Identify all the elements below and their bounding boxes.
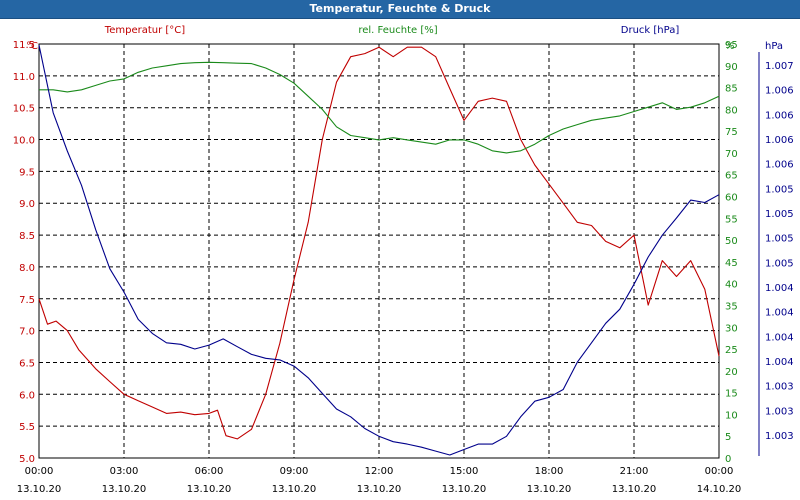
press-axis-title: Druck [hPa] xyxy=(621,25,680,36)
press-tick-label: 1.004 xyxy=(765,283,794,294)
hum-tick-label: 20 xyxy=(725,367,738,378)
x-tick-date: 14.10.20 xyxy=(697,484,742,495)
chart-area: Temperatur [°C] °C rel. Feuchte [%] % Dr… xyxy=(0,19,800,500)
chart-title: Temperatur, Feuchte & Druck xyxy=(309,2,491,15)
hum-tick-label: 75 xyxy=(725,127,738,138)
press-tick-label: 1.006 xyxy=(765,86,794,97)
hum-tick-label: 15 xyxy=(725,389,738,400)
x-tick-date: 13.10.20 xyxy=(17,484,62,495)
hum-tick-label: 50 xyxy=(725,236,738,247)
hum-tick-label: 55 xyxy=(725,214,738,225)
x-tick-time: 12:00 xyxy=(365,466,394,477)
x-tick-date: 13.10.20 xyxy=(102,484,147,495)
temp-tick-label: 9.0 xyxy=(19,199,35,210)
chart-background xyxy=(0,19,800,500)
hum-tick-label: 70 xyxy=(725,149,738,160)
tick-labels: 11.5 11.0 10.5 10.0 9.5 9.0 8.5 8.0 7.5 7.0 6.5 6.0… xyxy=(13,40,794,495)
x-tick-time: 03:00 xyxy=(110,466,139,477)
hum-tick-label: 40 xyxy=(725,280,738,291)
hum-tick-label: 25 xyxy=(725,345,738,356)
x-tick-time: 00:00 xyxy=(705,466,734,477)
hum-axis-unit: % xyxy=(725,41,735,52)
press-tick-label: 1.006 xyxy=(765,160,794,171)
hum-tick-label: 0 xyxy=(725,454,731,465)
x-tick-date: 13.10.20 xyxy=(357,484,402,495)
series-layer xyxy=(38,44,720,456)
press-axis-unit: hPa xyxy=(765,41,783,52)
temp-tick-label: 9.5 xyxy=(19,167,35,178)
x-tick-date: 13.10.20 xyxy=(442,484,487,495)
temp-tick-label: 5.5 xyxy=(19,422,35,433)
press-tick-label: 1.003 xyxy=(765,431,794,442)
temperature-line xyxy=(38,46,720,440)
x-tick-date: 13.10.20 xyxy=(527,484,572,495)
press-tick-label: 1.006 xyxy=(765,110,794,121)
press-tick-label: 1.004 xyxy=(765,357,794,368)
axis-labels: Temperatur [°C] °C rel. Feuchte [%] % Dr… xyxy=(26,25,783,52)
temp-tick-label: 8.0 xyxy=(19,263,35,274)
hum-axis-title: rel. Feuchte [%] xyxy=(358,25,437,36)
temp-tick-label: 5.0 xyxy=(19,454,35,465)
x-tick-time: 15:00 xyxy=(450,466,479,477)
temp-tick-label: 7.5 xyxy=(19,295,35,306)
temp-tick-label: 7.0 xyxy=(19,327,35,338)
temp-tick-label: 6.0 xyxy=(19,390,35,401)
temp-axis-title: Temperatur [°C] xyxy=(104,25,185,36)
hum-tick-label: 85 xyxy=(725,84,738,95)
hum-tick-label: 5 xyxy=(725,432,731,443)
press-tick-label: 1.005 xyxy=(765,258,794,269)
temp-tick-label: 6.5 xyxy=(19,358,35,369)
hum-tick-label: 90 xyxy=(725,62,738,73)
temp-tick-label: 10.0 xyxy=(13,136,35,147)
plot-border xyxy=(38,43,720,459)
press-tick-label: 1.006 xyxy=(765,135,794,146)
x-tick-time: 09:00 xyxy=(280,466,309,477)
pressure-line xyxy=(38,44,720,456)
hum-tick-label: 80 xyxy=(725,105,738,116)
plot-frame xyxy=(38,43,760,459)
hum-tick-label: 30 xyxy=(725,323,738,334)
temp-tick-label: 10.5 xyxy=(13,104,35,115)
x-tick-date: 13.10.20 xyxy=(187,484,232,495)
hum-tick-label: 35 xyxy=(725,301,738,312)
x-tick-time: 18:00 xyxy=(535,466,564,477)
grid xyxy=(39,44,719,458)
press-tick-label: 1.005 xyxy=(765,234,794,245)
temp-tick-label: 11.5 xyxy=(13,40,35,51)
x-tick-time: 06:00 xyxy=(195,466,224,477)
press-tick-label: 1.003 xyxy=(765,406,794,417)
hum-tick-label: 60 xyxy=(725,193,738,204)
temp-tick-label: 8.5 xyxy=(19,231,35,242)
hum-tick-label: 10 xyxy=(725,410,738,421)
press-tick-label: 1.005 xyxy=(765,209,794,220)
temp-tick-label: 11.0 xyxy=(13,72,35,83)
humidity-line xyxy=(39,61,720,154)
press-tick-label: 1.007 xyxy=(765,61,794,72)
x-tick-time: 00:00 xyxy=(25,466,54,477)
press-tick-label: 1.003 xyxy=(765,382,794,393)
x-tick-time: 21:00 xyxy=(620,466,649,477)
hum-tick-label: 95 xyxy=(725,40,738,51)
hum-tick-label: 65 xyxy=(725,171,738,182)
press-tick-label: 1.004 xyxy=(765,308,794,319)
temp-axis-unit: °C xyxy=(26,41,38,52)
x-tick-date: 13.10.20 xyxy=(612,484,657,495)
press-tick-label: 1.004 xyxy=(765,332,794,343)
chart-title-bar: Temperatur, Feuchte & Druck xyxy=(0,0,800,19)
press-tick-label: 1.005 xyxy=(765,184,794,195)
x-tick-date: 13.10.20 xyxy=(272,484,317,495)
hum-tick-label: 45 xyxy=(725,258,738,269)
